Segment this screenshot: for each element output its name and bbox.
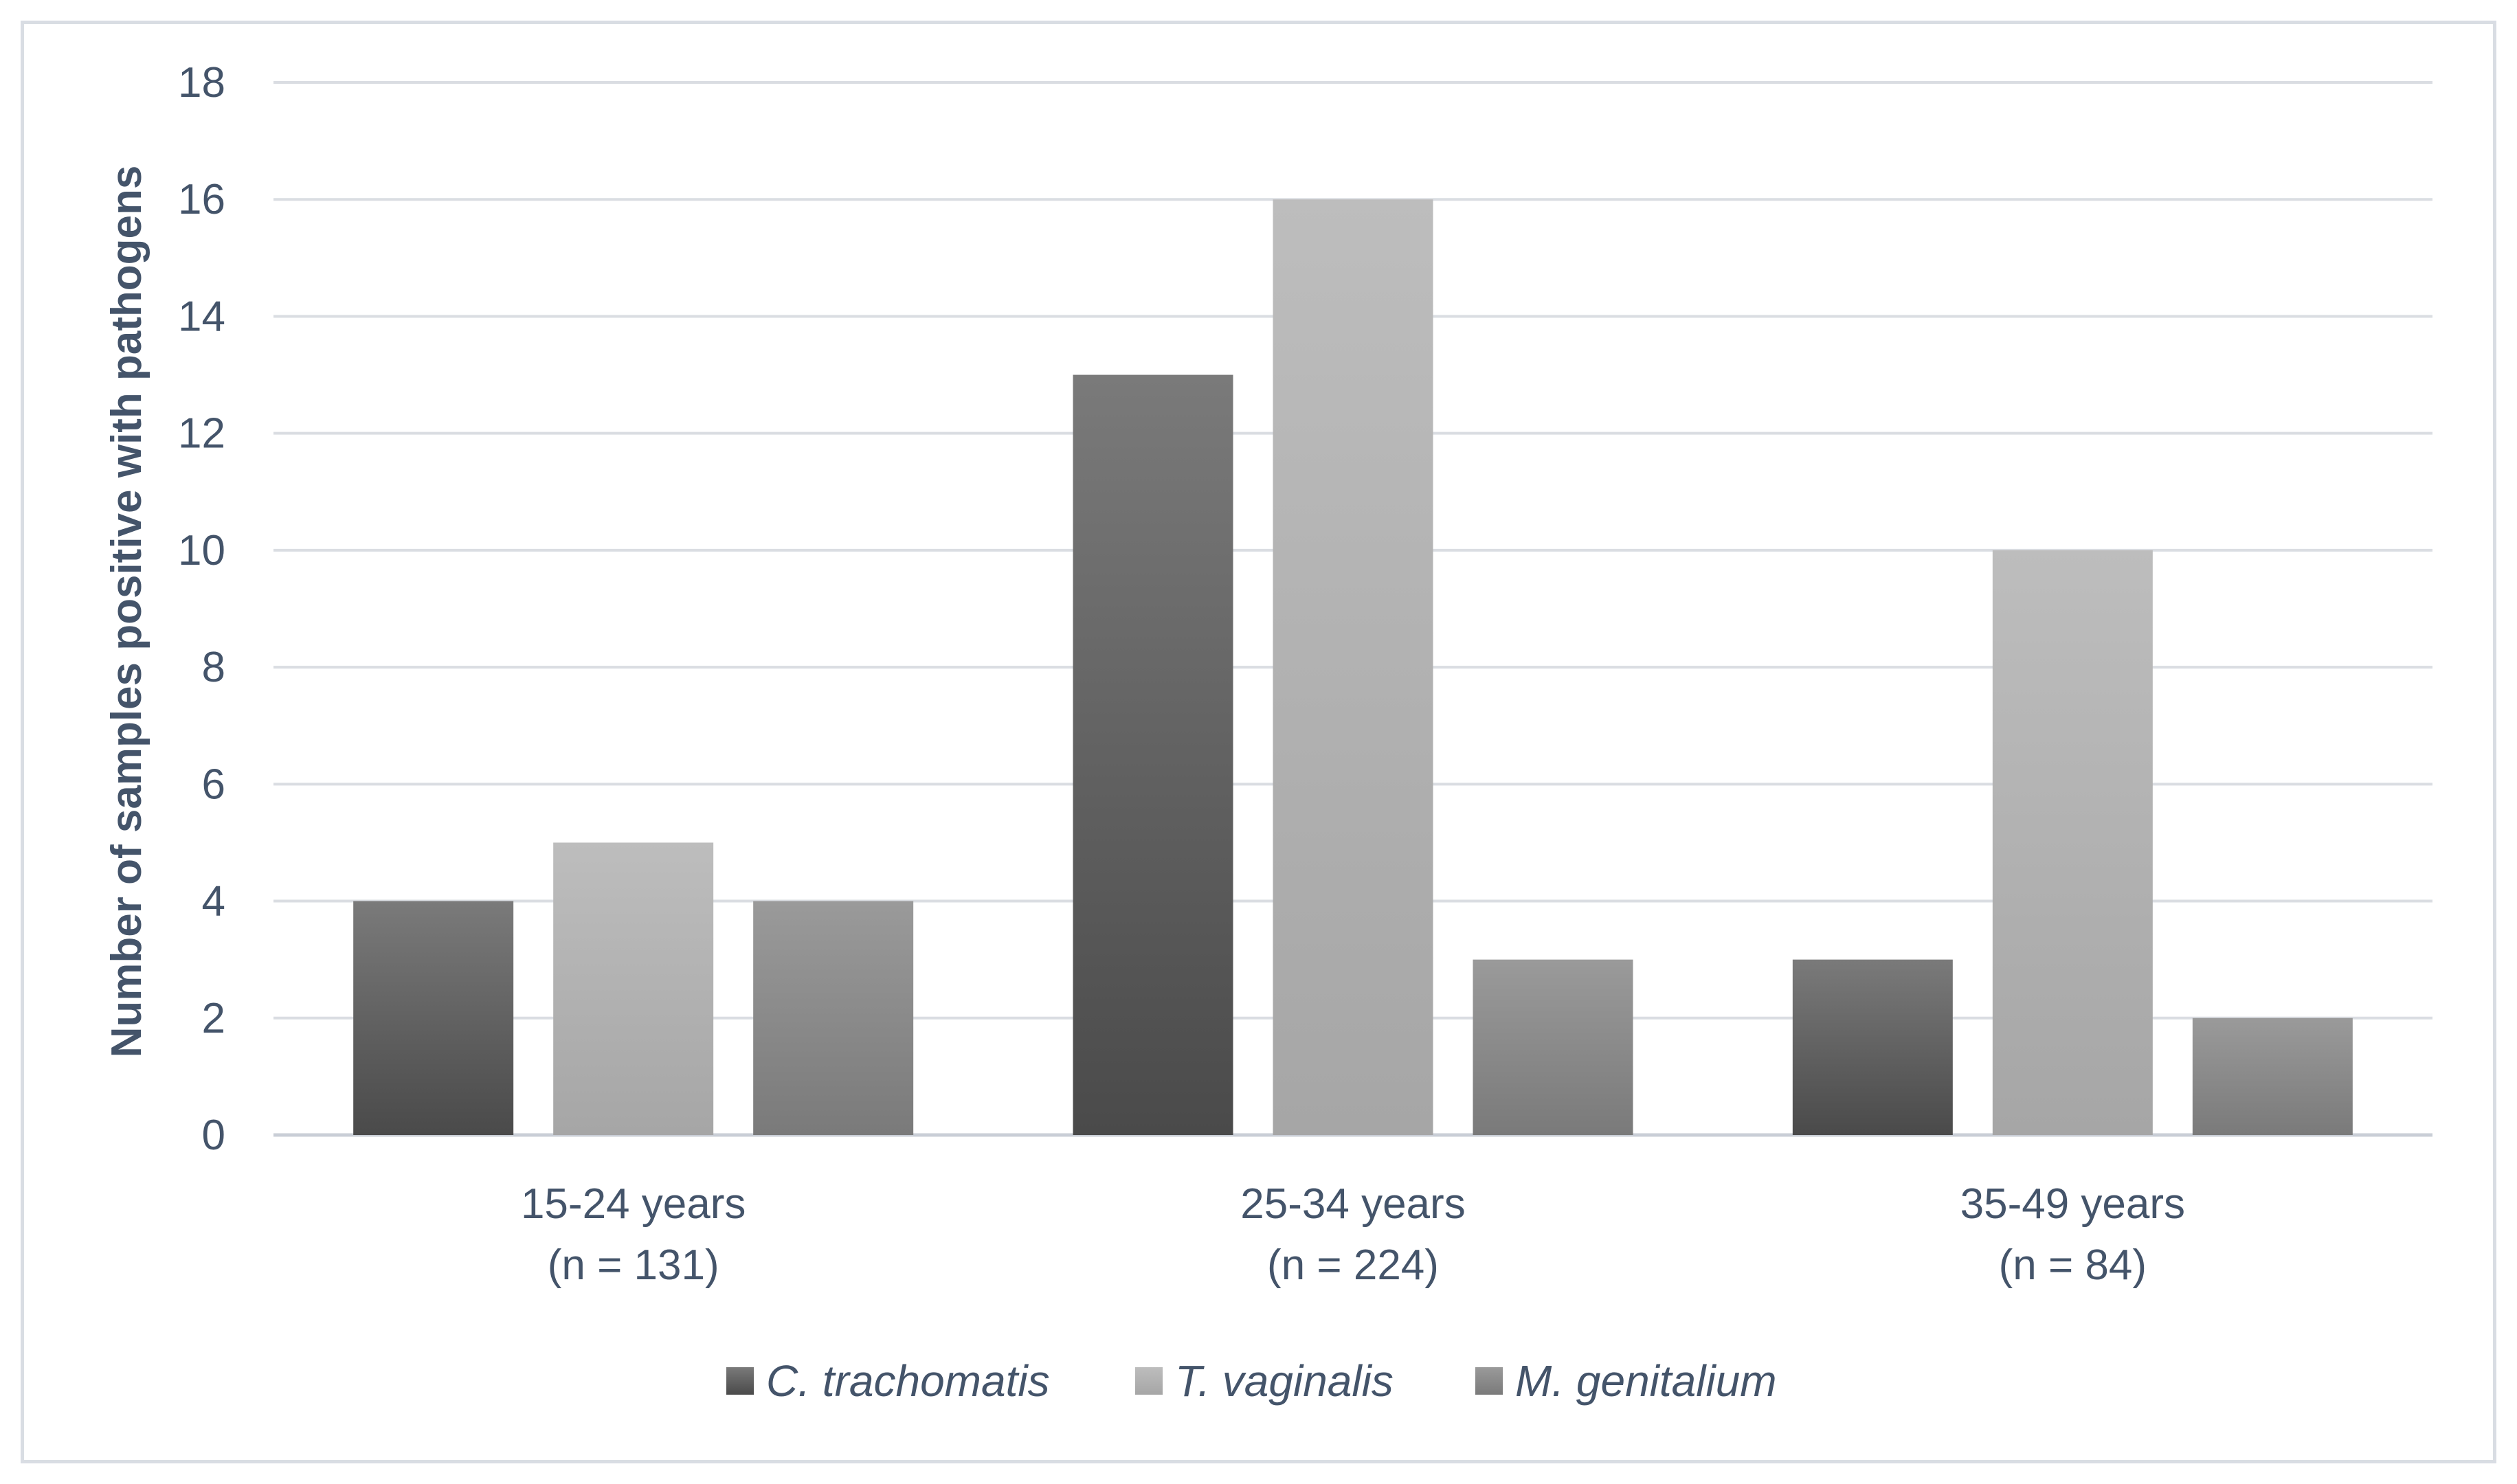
bar-m-genitalium-3 (2192, 1018, 2353, 1135)
y-tick-label: 12 (178, 410, 225, 458)
bar-t-vaginalis-1 (553, 842, 714, 1135)
y-tick-label: 0 (202, 1112, 225, 1159)
y-tick-label: 6 (202, 761, 225, 808)
legend-swatch (1475, 1367, 1503, 1395)
bar-t-vaginalis-3 (1992, 550, 2153, 1135)
legend-label: C. trachomatis (766, 1356, 1050, 1406)
y-tick-label: 2 (202, 995, 225, 1042)
bar-c-trachomatis-3 (1792, 959, 1953, 1135)
y-tick-label: 10 (178, 527, 225, 574)
x-tick-label-n: (n = 224) (1267, 1241, 1439, 1289)
x-tick-label-n: (n = 84) (1999, 1241, 2147, 1289)
bar-c-trachomatis-2 (1073, 374, 1233, 1135)
y-tick-label: 8 (202, 644, 225, 691)
bar-t-vaginalis-2 (1273, 199, 1433, 1136)
x-tick-label-age: 15-24 years (521, 1180, 746, 1228)
bar-m-genitalium-1 (753, 901, 914, 1135)
bar-c-trachomatis-1 (353, 901, 514, 1135)
legend-label: M. genitalium (1515, 1356, 1777, 1406)
y-tick-label: 14 (178, 293, 225, 340)
x-tick-label-n: (n = 131) (548, 1241, 719, 1289)
y-axis-title: Number of samples positive with pathogen… (103, 166, 150, 1058)
x-tick-label-age: 25-34 years (1240, 1180, 1465, 1228)
x-tick-label-age: 35-49 years (1960, 1180, 2185, 1228)
legend-swatch (1135, 1367, 1163, 1395)
legend-swatch (726, 1367, 754, 1395)
bars (353, 199, 2353, 1136)
y-tick-label: 4 (202, 878, 225, 925)
legend-label: T. vaginalis (1175, 1356, 1394, 1406)
y-tick-label: 18 (178, 59, 225, 106)
bar-m-genitalium-2 (1473, 959, 1633, 1135)
legend: C. trachomatis T. vaginalis M. genitalium (726, 1356, 1777, 1406)
x-axis-labels: 15-24 years (n = 131) 25-34 years (n = 224)… (521, 1180, 2185, 1289)
y-tick-label: 16 (178, 176, 225, 223)
y-axis-ticks: 0 2 4 6 8 10 12 14 16 18 (178, 59, 225, 1159)
